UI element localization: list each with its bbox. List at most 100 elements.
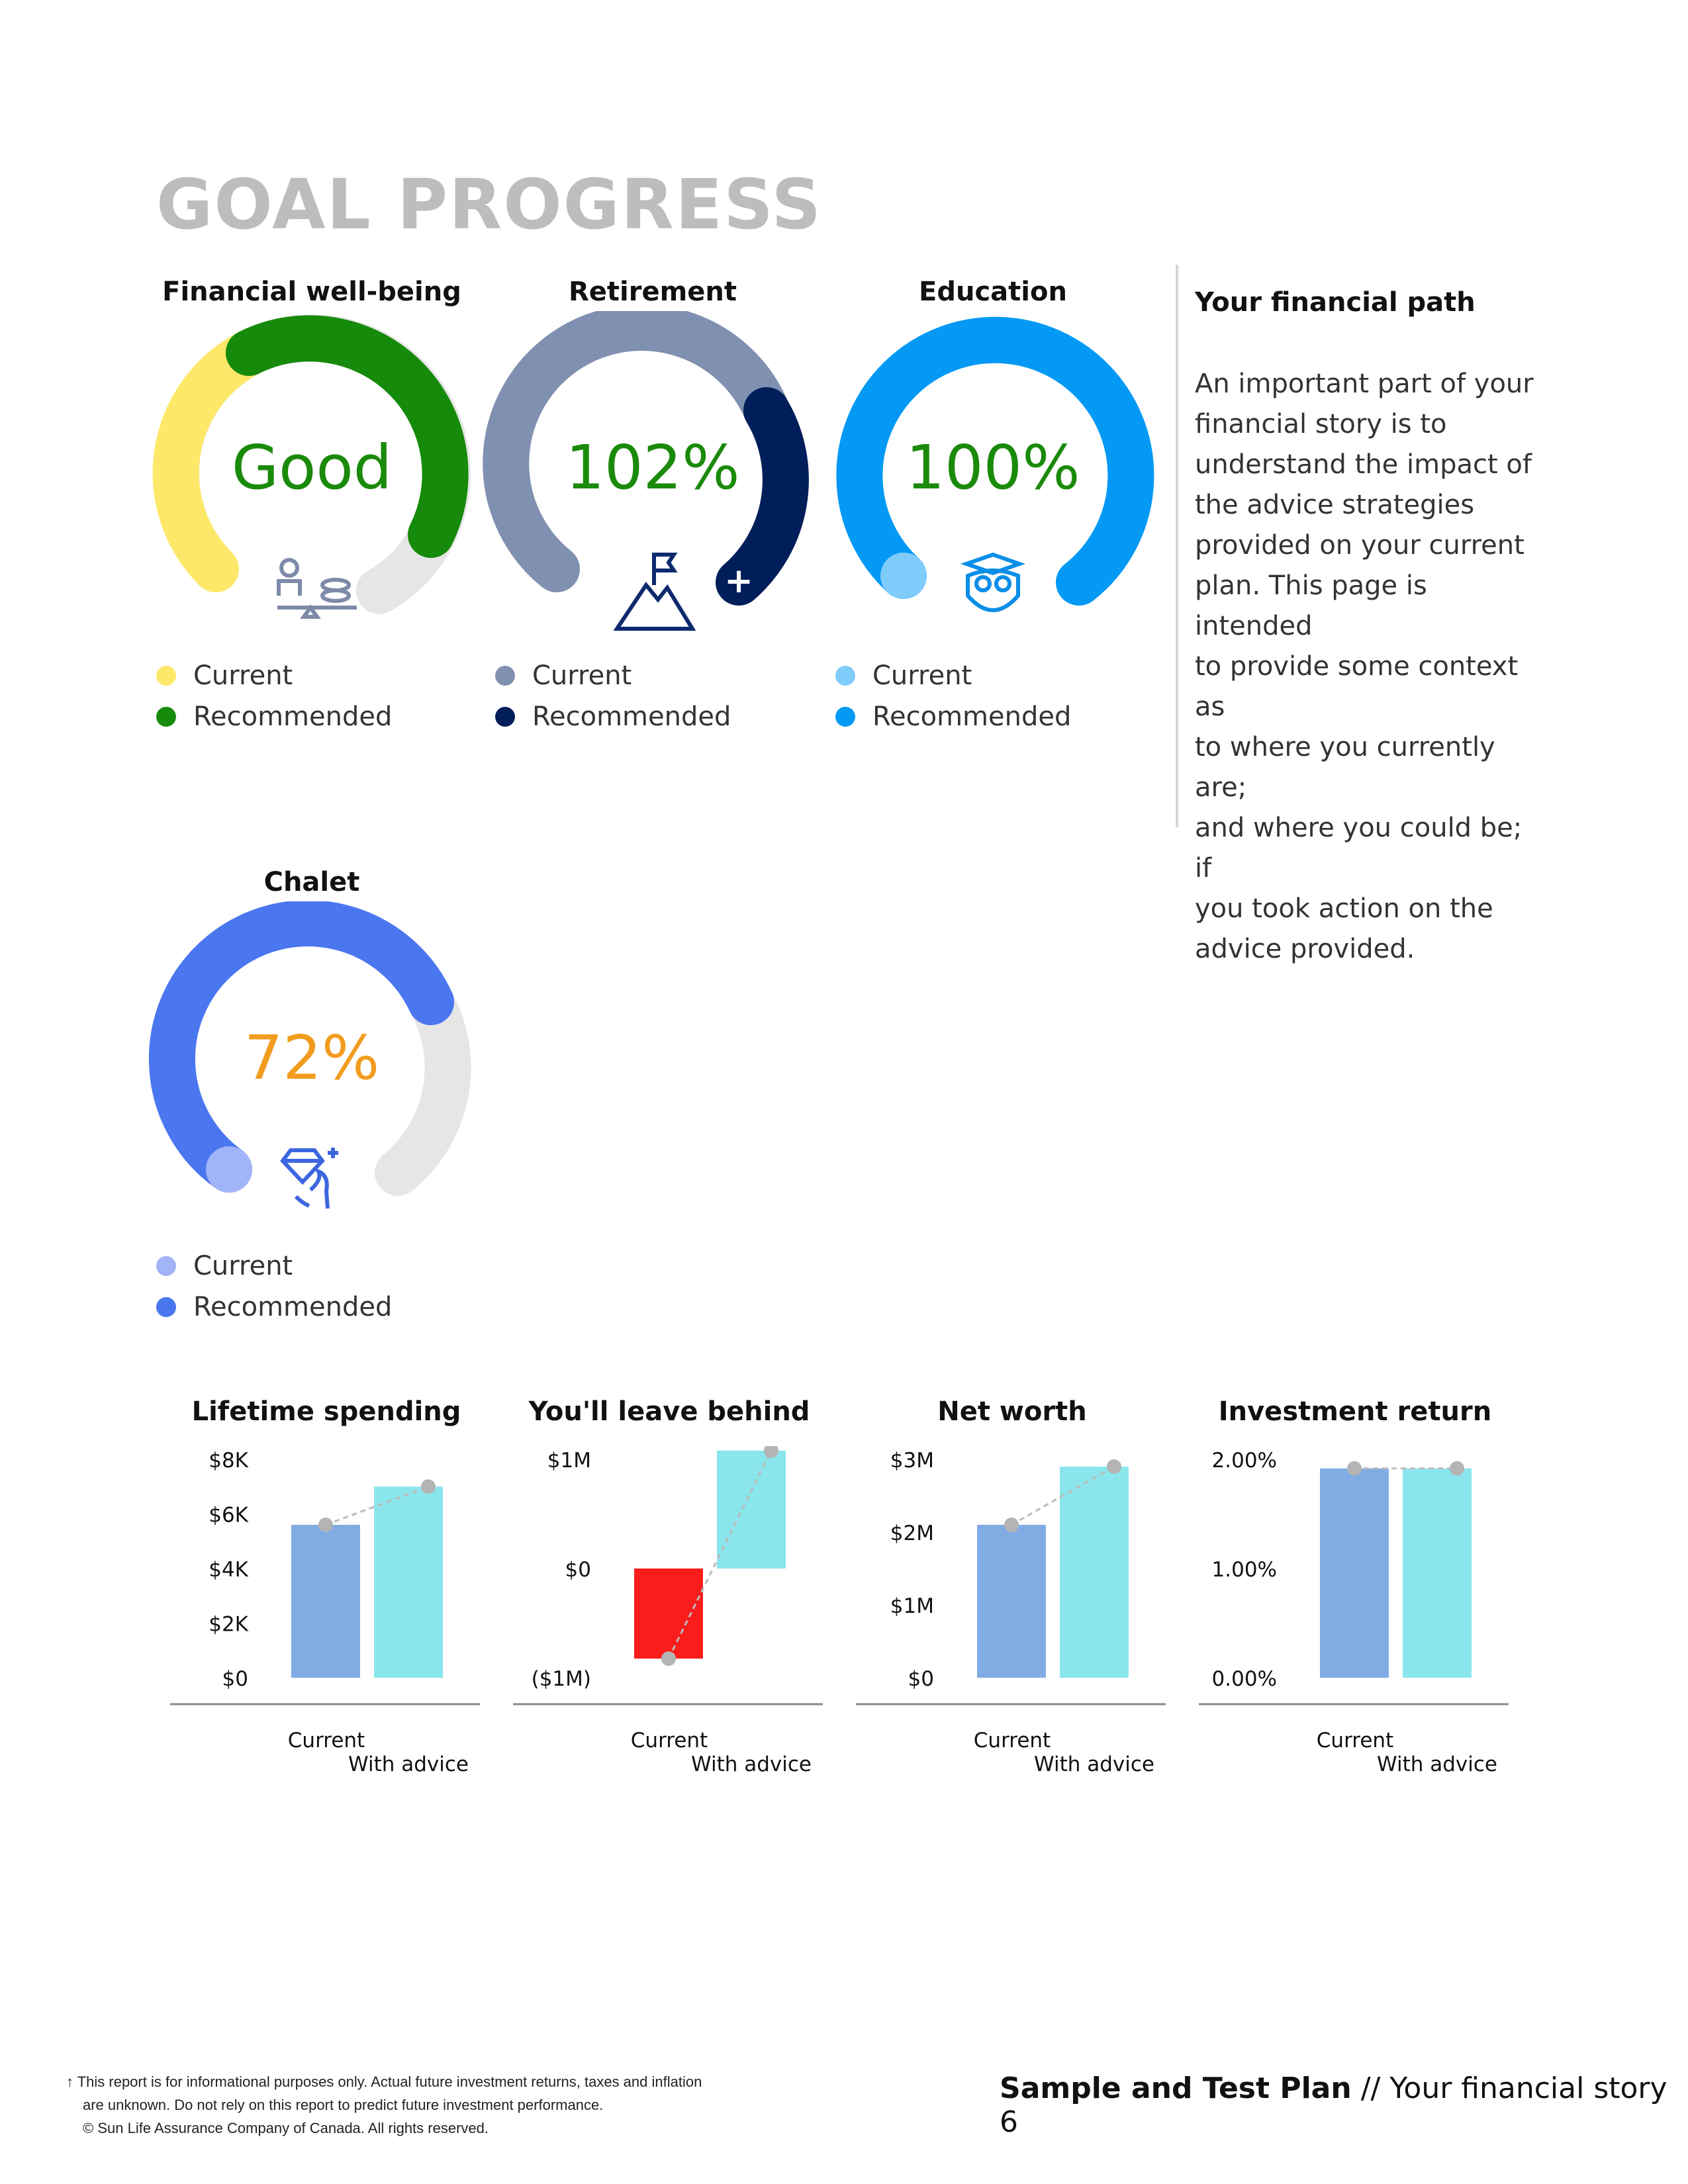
footer-plan-name: Sample and Test Plan [1000, 2071, 1352, 2105]
gauge-current-arc [206, 1146, 252, 1193]
y-tick-label: $1M [547, 1449, 591, 1473]
legend-label-recommended: Recommended [872, 702, 1072, 732]
gauge-value: 102% [565, 432, 739, 503]
sidebar-divider [1176, 265, 1178, 827]
legend-dot-recommended [495, 707, 515, 727]
legend-label-recommended: Recommended [193, 1292, 393, 1322]
gauge-recommended-arc [148, 901, 454, 1193]
sidebar-line: and where you could be; if [1195, 813, 1523, 884]
gauge-recommended-arc [836, 316, 1154, 606]
footer-story-label: Your financial story 6 [1000, 2071, 1667, 2139]
chart-title-net-worth: Net worth [937, 1396, 1087, 1427]
legend-dot-recommended [835, 707, 855, 727]
sidebar-line: financial story is to [1195, 409, 1447, 439]
gauge-chalet: 72% [148, 901, 471, 1209]
legend-label-current: Current [532, 660, 632, 691]
bar-current [1320, 1468, 1389, 1678]
y-tick-label: $6K [209, 1504, 248, 1527]
bar-current [634, 1569, 703, 1659]
goal-title-financial-well-being: Financial well-being [162, 277, 461, 307]
footnote: ↑ This report is for informational purpo… [66, 2070, 900, 2140]
sidebar-title: Your financial path [1195, 287, 1476, 318]
x-tick-label-with-advice: With advice [1377, 1752, 1497, 1776]
trend-line [1011, 1465, 1115, 1526]
bar-current [977, 1525, 1046, 1678]
trend-point [764, 1446, 778, 1458]
gauge-current-arc [880, 553, 927, 599]
legend-dot-recommended [156, 707, 176, 727]
gauge-recommended-arc [716, 387, 809, 606]
gauge-plus-glyph: + [724, 561, 753, 601]
y-tick-label: $0 [908, 1667, 934, 1691]
goal-title-chalet: Chalet [263, 867, 360, 897]
trend-point [1347, 1461, 1362, 1476]
bar-current [291, 1525, 360, 1678]
legend-label-current: Current [193, 1251, 293, 1281]
legend-label-current: Current [872, 660, 972, 691]
legend-dot-current [156, 666, 176, 686]
legend-education: Current Recommended [835, 655, 1071, 737]
x-tick-label-with-advice: With advice [348, 1752, 469, 1776]
y-tick-label: 2.00% [1212, 1449, 1277, 1473]
gauge-current-arc [152, 330, 272, 592]
gauge-value: 100% [906, 432, 1080, 503]
legend-label-recommended: Recommended [532, 702, 731, 732]
y-tick-label: $8K [209, 1449, 248, 1473]
x-tick-label-with-advice: With advice [1034, 1752, 1154, 1776]
gauge-track [375, 979, 471, 1196]
x-tick-label-current: Current [1317, 1729, 1393, 1752]
footnote-line: are unknown. Do not rely on this report … [83, 2097, 604, 2113]
trend-point [1004, 1518, 1019, 1532]
sidebar-line: provided on your current [1195, 530, 1524, 561]
legend-label-current: Current [193, 660, 293, 691]
footer-separator: // [1360, 2071, 1381, 2105]
page-title: GOAL PROGRESS [156, 164, 823, 245]
gauge-value: 72% [244, 1023, 379, 1093]
gauge-recommended-arc [226, 315, 469, 558]
y-tick-label: $3M [890, 1449, 934, 1473]
legend-retirement: Current Recommended [495, 655, 731, 737]
bar-with-advice [374, 1486, 443, 1678]
x-tick-label-with-advice: With advice [691, 1752, 812, 1776]
legend-dot-current [156, 1256, 176, 1276]
legend-dot-current [835, 666, 855, 686]
trend-point [1107, 1459, 1121, 1474]
sidebar-line: understand the impact of [1195, 449, 1532, 480]
goal-title-education: Education [919, 277, 1067, 307]
sidebar-line: plan. This page is intended [1195, 570, 1427, 641]
sidebar-line: the advice strategies [1195, 490, 1475, 520]
chart-title-investment-return: Investment return [1218, 1396, 1492, 1427]
mountain-flag-icon [613, 553, 696, 631]
balance-person-coins-icon [277, 558, 357, 619]
bar-with-advice [1060, 1467, 1129, 1678]
sidebar-line: to provide some context as [1195, 651, 1519, 722]
gauge-financial-well-being: Good [152, 314, 471, 632]
legend-financial-well-being: Current Recommended [156, 655, 392, 737]
y-tick-label: 1.00% [1212, 1558, 1277, 1582]
diamond-hand-icon [280, 1148, 338, 1209]
y-tick-label: $0 [565, 1558, 591, 1582]
trend-point [318, 1518, 333, 1532]
gauge-education: 100% [836, 316, 1154, 612]
bar-with-advice [1403, 1468, 1472, 1678]
x-tick-label-current: Current [974, 1729, 1051, 1752]
y-tick-label: $1M [890, 1594, 934, 1618]
gauge-value: Good [232, 432, 392, 503]
sidebar-line: advice provided. [1195, 934, 1415, 964]
sidebar-line: to where you currently are; [1195, 732, 1495, 803]
bar-with-advice [717, 1450, 786, 1569]
sidebar-line: An important part of your [1195, 369, 1534, 399]
chart-title-lifetime-spending: Lifetime spending [191, 1396, 461, 1427]
legend-dot-current [495, 666, 515, 686]
legend-chalet: Current Recommended [156, 1246, 392, 1328]
trend-point [661, 1651, 676, 1666]
sidebar-line: you took action on the [1195, 893, 1493, 924]
y-tick-label: $2K [209, 1613, 248, 1637]
gauge-retirement: + 102% [483, 311, 809, 631]
trend-point [1450, 1461, 1464, 1476]
footnote-line: ↑ This report is for informational purpo… [66, 2073, 702, 2090]
y-tick-label: $0 [222, 1667, 248, 1691]
